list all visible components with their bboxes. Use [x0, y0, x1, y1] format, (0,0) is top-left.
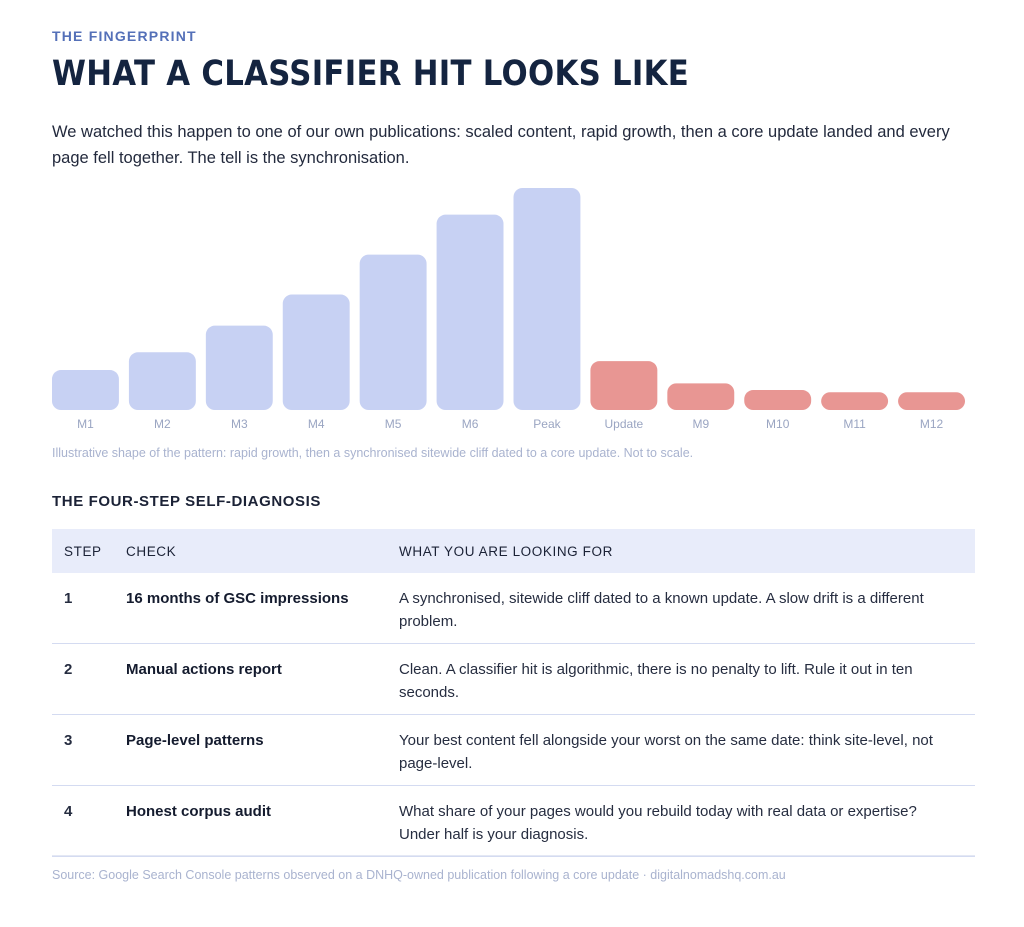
check-name: Honest corpus audit: [114, 785, 387, 857]
bar-m12: [898, 392, 965, 410]
x-tick-label: M12: [920, 417, 944, 431]
step-number: 1: [52, 573, 114, 644]
x-tick-label: M3: [231, 417, 248, 431]
x-tick-label: M9: [692, 417, 709, 431]
looking-for-text: What share of your pages would you rebui…: [387, 785, 975, 857]
x-tick-label: Peak: [533, 417, 561, 431]
table-row: 1 16 months of GSC impressions A synchro…: [52, 573, 975, 644]
step-number: 2: [52, 643, 114, 715]
bar-m11: [821, 392, 889, 410]
check-name: Manual actions report: [114, 643, 387, 715]
page-title: WHAT A CLASSIFIER HIT LOOKS LIKE: [52, 54, 690, 94]
diagnosis-table: STEP CHECK WHAT YOU ARE LOOKING FOR 1 16…: [52, 529, 975, 857]
x-tick-label: M6: [462, 417, 479, 431]
table-row: 3 Page-level patterns Your best content …: [52, 714, 975, 786]
x-tick-label: M2: [154, 417, 171, 431]
looking-for-text: Clean. A classifier hit is algorithmic, …: [387, 643, 975, 715]
step-number: 4: [52, 785, 114, 857]
section-title: THE FOUR-STEP SELF-DIAGNOSIS: [52, 493, 322, 510]
bar-m3: [205, 325, 273, 410]
bar-m5: [359, 254, 427, 410]
chart-caption: Illustrative shape of the pattern: rapid…: [52, 446, 694, 460]
looking-for-text: A synchronised, sitewide cliff dated to …: [387, 573, 975, 644]
step-number: 3: [52, 714, 114, 786]
traffic-bar-chart: M1 M2 M3 M4 M5 M6 Peak Update M9 M10 M11 M12: [52, 188, 965, 431]
table-header-row: STEP CHECK WHAT YOU ARE LOOKING FOR: [52, 529, 975, 573]
x-tick-label: Update: [605, 417, 644, 431]
table-row: 2 Manual actions report Clean. A classif…: [52, 643, 975, 715]
bar-m1: [52, 370, 119, 410]
column-header-looking-for: WHAT YOU ARE LOOKING FOR: [387, 529, 975, 573]
eyebrow-label: THE FINGERPRINT: [52, 28, 197, 44]
x-tick-label: M1: [77, 417, 94, 431]
check-name: Page-level patterns: [114, 714, 387, 786]
bar-m2: [128, 352, 196, 410]
bar-update: [590, 361, 658, 410]
source-note: Source: Google Search Console patterns o…: [52, 868, 786, 882]
intro-paragraph: We watched this happen to one of our own…: [52, 123, 950, 167]
bar-m4: [282, 294, 350, 410]
x-tick-label: M4: [308, 417, 325, 431]
x-tick-label: M11: [843, 417, 866, 431]
check-name: 16 months of GSC impressions: [114, 573, 387, 644]
bar-peak: [513, 188, 581, 410]
table-row: 4 Honest corpus audit What share of your…: [52, 785, 975, 857]
looking-for-text: Your best content fell alongside your wo…: [387, 714, 975, 786]
bar-m10: [744, 390, 812, 410]
column-header-step: STEP: [52, 529, 114, 573]
bar-m6: [436, 214, 504, 410]
x-tick-label: M5: [385, 417, 402, 431]
divider: [52, 855, 975, 856]
bar-m9: [667, 383, 735, 410]
column-header-check: CHECK: [114, 529, 387, 573]
x-tick-label: M10: [766, 417, 790, 431]
